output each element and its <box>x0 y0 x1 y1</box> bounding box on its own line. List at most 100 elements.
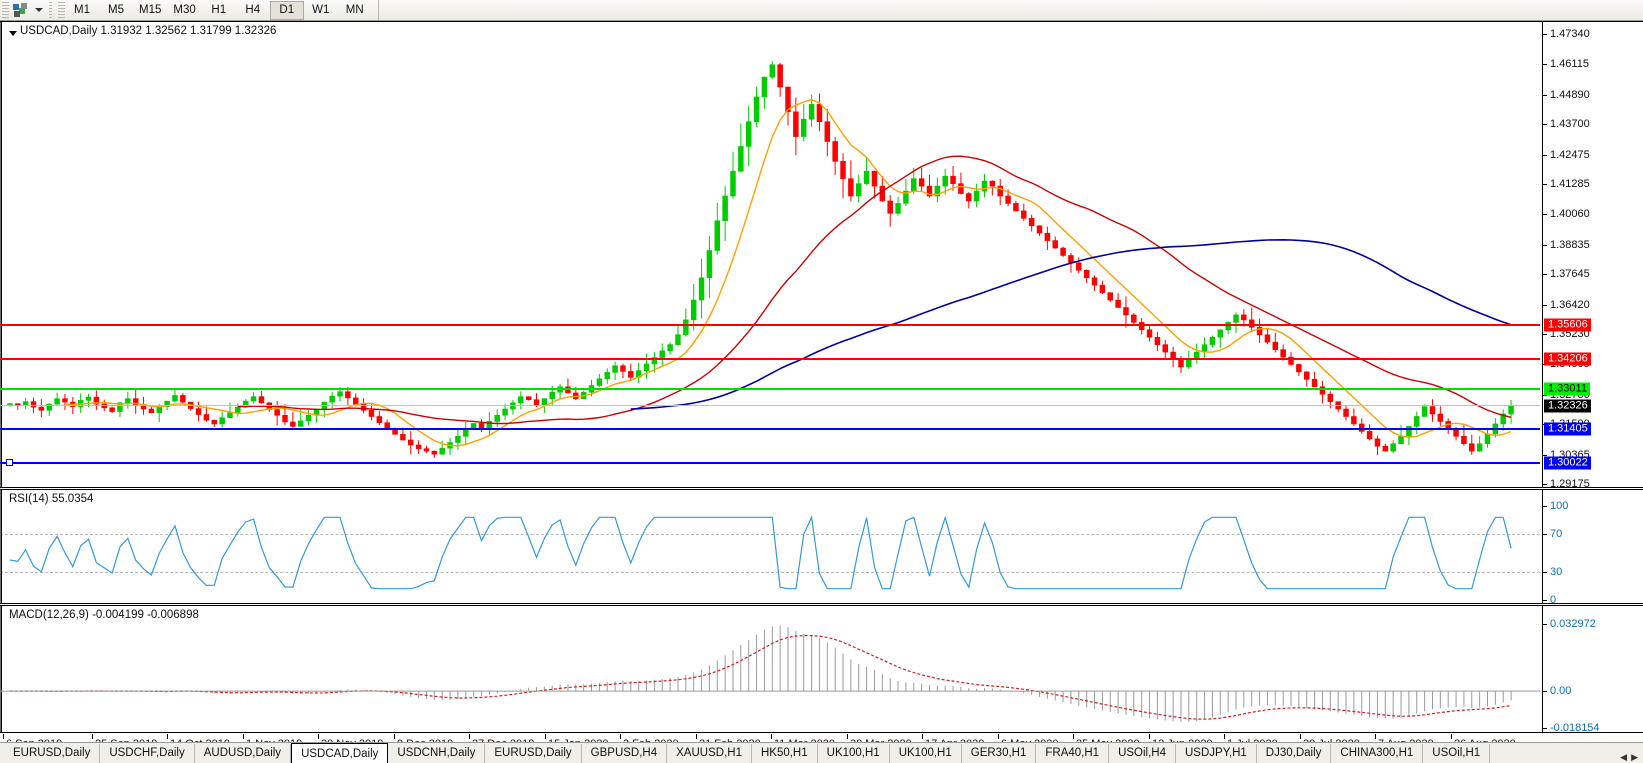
rsi-pane[interactable]: RSI(14) 55.0354 100 70 30 0 <box>0 489 1643 604</box>
legend-caret-icon[interactable] <box>9 31 17 36</box>
chart-tab-fra40-h1[interactable]: FRA40,H1 <box>1036 744 1110 763</box>
toolbar-grip[interactable] <box>2 1 9 19</box>
toolbar-separator <box>49 2 52 18</box>
chart-tab-uk100-h1[interactable]: UK100,H1 <box>818 744 890 763</box>
price-tick <box>1543 124 1547 126</box>
price-tick <box>1543 334 1547 335</box>
timeframe-m30[interactable]: M30 <box>173 3 196 16</box>
price-tick <box>1543 274 1547 276</box>
price-tag-132326[interactable]: 1.32326 <box>1544 399 1591 413</box>
price-tag-130022[interactable]: 1.30022 <box>1544 456 1591 470</box>
chart-tab-usoil-h4[interactable]: USOil,H4 <box>1109 744 1176 763</box>
rsi-tick <box>1543 600 1547 601</box>
date-tick <box>1224 734 1225 739</box>
macd-left-border <box>0 606 2 732</box>
tab-scroll-nav[interactable]: ◀ ▶ <box>1618 752 1643 763</box>
timeframe-m15[interactable]: M15 <box>139 3 162 16</box>
price-tick <box>1543 154 1547 156</box>
support-line-131405[interactable] <box>0 427 1540 430</box>
price-tick-label: 1.40060 <box>1550 208 1590 221</box>
timeframe-mn[interactable]: MN <box>345 3 364 16</box>
price-tag-135606[interactable]: 1.35606 <box>1544 318 1591 332</box>
timeframe-m1[interactable]: M1 <box>74 3 90 16</box>
chart-tab-usdjpy-h1[interactable]: USDJPY,H1 <box>1176 744 1257 763</box>
line-drag-handle[interactable] <box>6 459 13 467</box>
date-tick <box>620 734 621 739</box>
chart-tab-hk50-h1[interactable]: HK50,H1 <box>752 744 818 763</box>
toolbar-end-divider <box>377 0 379 20</box>
rsi-level-30 <box>0 571 1540 573</box>
chart-tab-usoil-h1[interactable]: USOil,H1 <box>1423 744 1491 763</box>
macd-histogram <box>0 625 1540 723</box>
date-tick <box>696 734 697 739</box>
price-tick-label: 1.44890 <box>1550 88 1590 101</box>
price-tick <box>1543 94 1547 96</box>
chart-tab-bar[interactable]: EURUSD,Daily USDCHF,Daily AUDUSD,Daily USDC… <box>0 742 1643 763</box>
chart-tab-usdcnh-daily[interactable]: USDCNH,Daily <box>388 744 486 763</box>
price-tag-134206[interactable]: 1.34206 <box>1544 352 1591 366</box>
date-tick <box>771 734 772 739</box>
rsi-axis[interactable]: 100 70 30 0 <box>1542 490 1643 603</box>
chart-tab-eurusd-daily[interactable]: EURUSD,Daily <box>485 744 582 763</box>
date-tick <box>922 734 923 739</box>
chart-type-icon[interactable] <box>11 1 33 20</box>
timeframe-d1[interactable]: D1 <box>269 0 304 20</box>
rsi-tick-label: 30 <box>1550 565 1563 578</box>
macd-tick-label: 0.032972 <box>1550 618 1596 630</box>
pivot-line-133011[interactable] <box>0 387 1540 390</box>
macd-pane[interactable]: MACD(12,26,9) -0.004199 -0.006898 0.0329… <box>0 605 1643 733</box>
chart-tab-usdchf-daily[interactable]: USDCHF,Daily <box>100 744 195 763</box>
date-tick <box>318 734 319 739</box>
chart-tab-eurusd-daily[interactable]: EURUSD,Daily <box>4 744 101 763</box>
price-tag-133011[interactable]: 1.33011 <box>1544 382 1590 396</box>
date-tick <box>1149 734 1150 739</box>
rsi-level-70 <box>0 534 1540 536</box>
price-tick <box>1543 484 1547 485</box>
chart-tab-uk100-h1[interactable]: UK100,H1 <box>890 744 962 763</box>
chart-area[interactable]: USDCAD,Daily 1.31932 1.32562 1.31799 1.3… <box>0 21 1643 734</box>
rsi-tick-label: 100 <box>1550 500 1569 512</box>
timeframe-group: M1 M5 M15 M30 H1 H4 D1 W1 MN <box>65 0 372 20</box>
price-pane[interactable]: USDCAD,Daily 1.31932 1.32562 1.31799 1.3… <box>0 21 1643 488</box>
tab-next-icon[interactable]: ▶ <box>1631 752 1638 762</box>
timeframe-w1[interactable]: W1 <box>312 3 330 16</box>
rsi-left-border <box>0 490 2 603</box>
dropdown-caret-icon[interactable] <box>33 1 45 20</box>
date-tick <box>847 734 848 739</box>
price-tick-label: 1.36420 <box>1550 298 1590 311</box>
chart-tab-gbpusd-h4[interactable]: GBPUSD,H4 <box>582 744 668 763</box>
resistance-line-135606[interactable] <box>0 323 1540 326</box>
tab-prev-icon[interactable]: ◀ <box>1620 752 1628 762</box>
price-candles <box>7 61 1514 458</box>
timeframe-m5[interactable]: M5 <box>108 3 124 16</box>
price-tick-label: 1.43700 <box>1550 118 1590 131</box>
current-price-line <box>0 404 1540 406</box>
chart-tab-china300-h1[interactable]: CHINA300,H1 <box>1331 744 1424 763</box>
macd-axis[interactable]: 0.032972 0.00 -0.018154 <box>1542 606 1643 732</box>
symbol-ohlc-label: USDCAD,Daily 1.31932 1.32562 1.31799 1.3… <box>20 25 277 37</box>
chart-tab-audusd-daily[interactable]: AUDUSD,Daily <box>195 744 292 763</box>
price-tick-label: 1.46115 <box>1550 58 1589 71</box>
chart-tab-usdcad-daily[interactable]: USDCAD,Daily <box>291 743 389 763</box>
date-tick <box>92 734 93 739</box>
timeframe-grip[interactable] <box>58 1 65 19</box>
date-tick <box>3 734 4 739</box>
chart-tab-dj30-daily[interactable]: DJ30,Daily <box>1257 744 1332 763</box>
chart-tab-xauusd-h1[interactable]: XAUUSD,H1 <box>667 744 752 763</box>
rsi-label: RSI(14) 55.0354 <box>9 493 94 505</box>
price-axis[interactable]: 1.47340 1.46115 1.44890 1.43700 1.42475 1.412… <box>1542 22 1643 487</box>
date-tick <box>1300 734 1301 739</box>
support-line-130022[interactable] <box>0 459 1540 467</box>
timeframe-h4[interactable]: H4 <box>245 3 261 16</box>
main-toolbar: M1 M5 M15 M30 H1 H4 D1 W1 MN <box>0 0 1643 21</box>
date-tick <box>167 734 168 739</box>
price-tag-131405[interactable]: 1.31405 <box>1544 422 1591 436</box>
rsi-tick <box>1543 534 1547 536</box>
macd-label: MACD(12,26,9) -0.004199 -0.006898 <box>9 609 199 621</box>
price-tick-label: 1.29175 <box>1550 478 1590 488</box>
resistance-line-134206[interactable] <box>0 358 1540 361</box>
chart-tab-ger30-h1[interactable]: GER30,H1 <box>962 744 1037 763</box>
price-tick-label: 1.41285 <box>1550 178 1590 190</box>
price-tick <box>1543 214 1547 216</box>
timeframe-h1[interactable]: H1 <box>211 3 227 16</box>
